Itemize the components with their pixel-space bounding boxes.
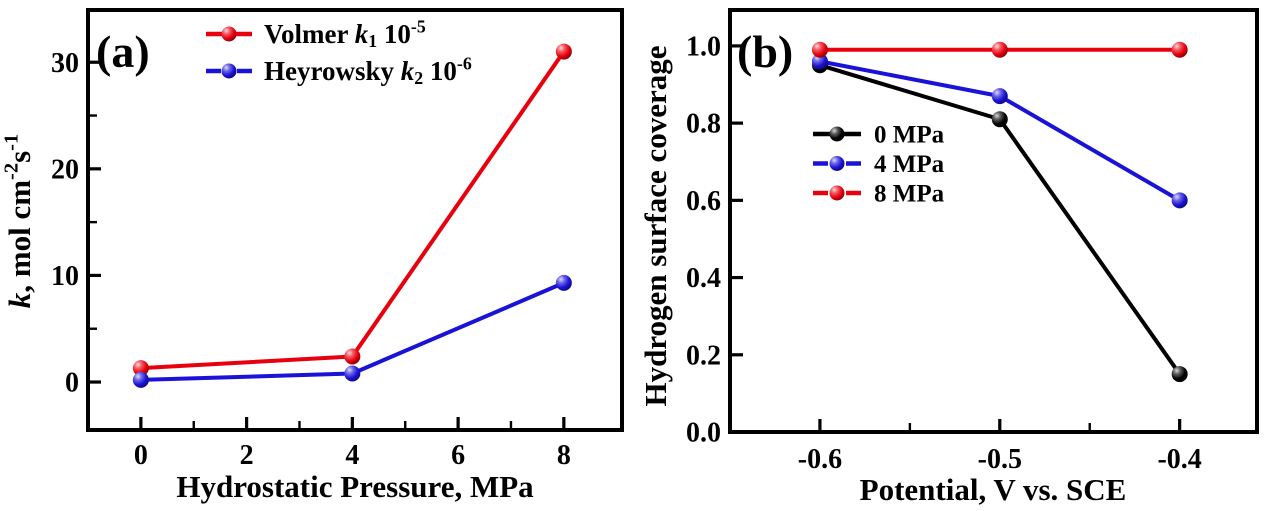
y-tick-label: 0.0 <box>686 418 721 449</box>
plot-frame <box>728 8 1259 434</box>
legend-label: Heyrowsky k2 10-6 <box>264 53 472 88</box>
y-axis-label: Hydrogen surface coverage <box>638 46 673 407</box>
data-point-marker <box>991 88 1008 105</box>
data-point-marker <box>1171 41 1188 58</box>
data-point-marker <box>991 111 1008 128</box>
y-tick-label: 0.2 <box>686 340 721 371</box>
y-tick-label: 20 <box>51 154 79 185</box>
legend-marker <box>829 126 845 142</box>
legend-marker <box>221 63 237 79</box>
legend-marker <box>221 26 237 42</box>
data-point-marker <box>1171 192 1188 209</box>
y-tick-label: 1.0 <box>686 31 721 62</box>
y-axis-label: k, mol cm-2s-1 <box>1 134 37 308</box>
legend-marker <box>829 156 845 171</box>
legend-label: 8 MPa <box>874 181 945 208</box>
panel-label: (b) <box>737 26 793 77</box>
legend-marker <box>829 185 845 201</box>
x-tick-label: 0 <box>134 440 148 471</box>
y-tick-label: 0.8 <box>686 109 721 140</box>
series-line <box>138 49 566 371</box>
legend-label: Volmer k1 10-5 <box>264 16 426 51</box>
x-tick-label: 8 <box>557 440 571 471</box>
data-point-marker <box>344 348 361 365</box>
y-tick-label: 10 <box>51 261 79 292</box>
data-point-marker <box>555 274 572 291</box>
data-point-marker <box>811 53 828 70</box>
panel-b: -0.6 -0.5 -0.4 0.0 0.2 0.4 0.6 0.8 1.0 Potential,… <box>638 8 1259 507</box>
data-point-marker <box>344 365 361 382</box>
legend-label: 0 MPa <box>874 122 945 149</box>
panel-a: 0 2 4 6 8 0 10 20 30 Hydrostatic Pressure, MPa k, … <box>1 8 624 504</box>
data-point-marker <box>1171 366 1188 383</box>
x-tick-label: 2 <box>240 440 254 471</box>
data-point-marker <box>991 41 1008 58</box>
y-tick-label: 0.4 <box>686 263 721 294</box>
y-tick-label: 0.6 <box>686 186 721 217</box>
data-point-marker <box>555 43 572 60</box>
x-tick-label: -0.4 <box>1157 444 1201 475</box>
x-tick-label: -0.5 <box>978 444 1022 475</box>
x-tick-label: 4 <box>345 440 359 471</box>
plot-frame <box>86 8 624 432</box>
x-axis-label: Potential, V vs. SCE <box>860 472 1127 507</box>
data-point-marker <box>132 371 149 388</box>
x-tick-label: 6 <box>451 440 465 471</box>
data-point-marker <box>811 41 828 58</box>
y-tick-label: 0 <box>65 368 79 399</box>
y-tick-label: 30 <box>51 48 79 79</box>
x-tick-label: -0.6 <box>798 444 842 475</box>
panel-label: (a) <box>96 26 150 77</box>
x-axis-label: Hydrostatic Pressure, MPa <box>176 469 534 504</box>
legend-label: 4 MPa <box>874 151 945 178</box>
data-point-marker <box>132 360 149 377</box>
